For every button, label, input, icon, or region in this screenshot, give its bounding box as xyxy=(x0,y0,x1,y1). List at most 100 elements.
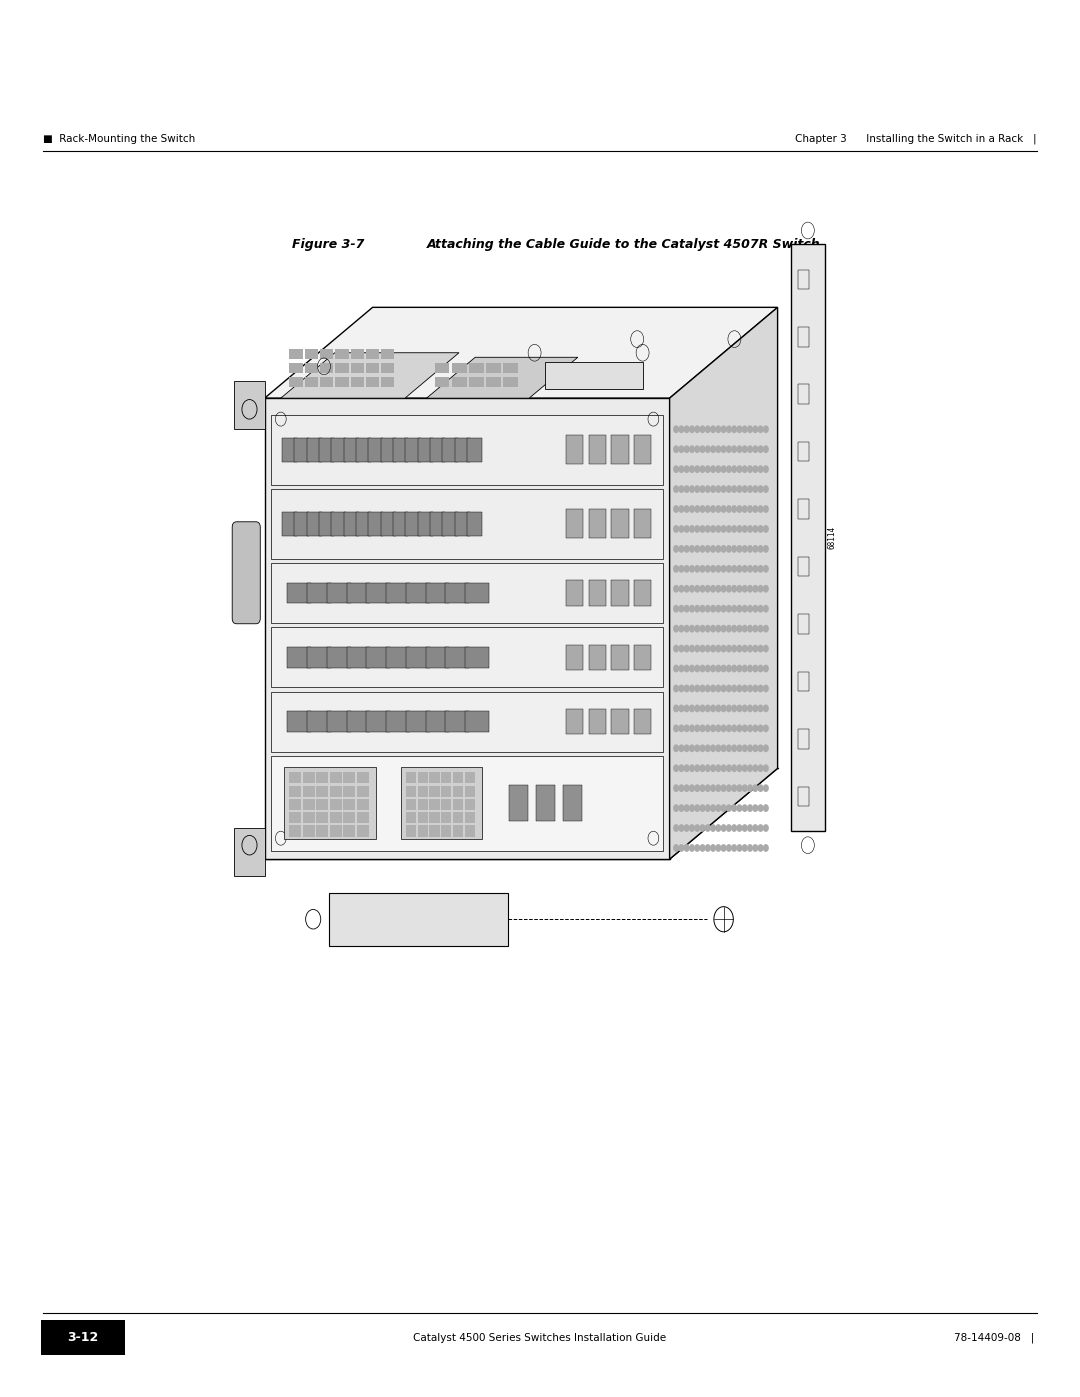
Bar xyxy=(470,377,484,387)
Circle shape xyxy=(700,485,705,493)
Bar xyxy=(303,773,314,784)
Circle shape xyxy=(700,624,705,633)
Bar xyxy=(330,812,341,823)
Circle shape xyxy=(689,824,694,833)
Circle shape xyxy=(757,624,764,633)
Bar xyxy=(634,510,651,538)
Circle shape xyxy=(715,824,721,833)
Circle shape xyxy=(705,725,711,732)
Bar xyxy=(798,384,809,404)
Circle shape xyxy=(678,465,685,474)
Circle shape xyxy=(742,485,747,493)
Circle shape xyxy=(757,605,764,613)
Circle shape xyxy=(705,465,711,474)
Circle shape xyxy=(762,805,769,812)
Circle shape xyxy=(700,805,705,812)
Circle shape xyxy=(689,465,694,474)
Circle shape xyxy=(737,446,742,453)
Bar xyxy=(441,773,451,784)
Circle shape xyxy=(720,805,727,812)
Circle shape xyxy=(684,784,690,792)
Circle shape xyxy=(710,446,716,453)
Circle shape xyxy=(715,704,721,712)
Bar xyxy=(330,826,341,837)
Circle shape xyxy=(757,784,764,792)
Circle shape xyxy=(742,624,747,633)
Bar xyxy=(327,711,351,732)
Circle shape xyxy=(705,605,711,613)
Circle shape xyxy=(678,764,685,773)
Bar xyxy=(418,812,428,823)
Circle shape xyxy=(747,564,753,573)
Bar xyxy=(634,436,651,464)
Bar xyxy=(343,826,355,837)
Circle shape xyxy=(731,446,738,453)
Circle shape xyxy=(684,824,690,833)
Circle shape xyxy=(705,644,711,652)
Bar xyxy=(271,563,663,623)
Circle shape xyxy=(753,624,758,633)
Bar xyxy=(316,799,328,810)
Bar xyxy=(303,826,314,837)
Bar xyxy=(305,377,319,387)
Text: Chapter 3      Installing the Switch in a Rack   |: Chapter 3 Installing the Switch in a Rac… xyxy=(795,133,1037,144)
Circle shape xyxy=(705,745,711,752)
Circle shape xyxy=(737,685,742,693)
Circle shape xyxy=(689,564,694,573)
Bar xyxy=(351,349,364,359)
Circle shape xyxy=(710,644,716,652)
Circle shape xyxy=(720,425,727,433)
Bar xyxy=(289,349,302,359)
Bar xyxy=(332,511,347,536)
Circle shape xyxy=(673,545,679,553)
Bar xyxy=(430,437,445,462)
Bar xyxy=(441,826,451,837)
Circle shape xyxy=(715,485,721,493)
Text: 78-14409-08   |: 78-14409-08 | xyxy=(955,1333,1035,1343)
Circle shape xyxy=(710,425,716,433)
Circle shape xyxy=(762,704,769,712)
Circle shape xyxy=(747,844,753,852)
Circle shape xyxy=(705,446,711,453)
Circle shape xyxy=(731,805,738,812)
Circle shape xyxy=(720,665,727,672)
Circle shape xyxy=(705,585,711,592)
Circle shape xyxy=(705,685,711,693)
Bar xyxy=(468,437,483,462)
Bar xyxy=(798,672,809,692)
Circle shape xyxy=(715,425,721,433)
Circle shape xyxy=(742,605,747,613)
Circle shape xyxy=(762,745,769,752)
Bar xyxy=(303,799,314,810)
Circle shape xyxy=(757,764,764,773)
Circle shape xyxy=(694,545,700,553)
Bar xyxy=(303,785,314,796)
Circle shape xyxy=(694,525,700,532)
Circle shape xyxy=(757,545,764,553)
Bar xyxy=(426,583,449,604)
Circle shape xyxy=(731,844,738,852)
Circle shape xyxy=(678,624,685,633)
Circle shape xyxy=(694,685,700,693)
Circle shape xyxy=(737,485,742,493)
Circle shape xyxy=(726,425,732,433)
Circle shape xyxy=(731,605,738,613)
Circle shape xyxy=(689,685,694,693)
Circle shape xyxy=(689,425,694,433)
Circle shape xyxy=(715,665,721,672)
Bar xyxy=(453,799,463,810)
Circle shape xyxy=(762,465,769,474)
Bar xyxy=(320,377,334,387)
Circle shape xyxy=(762,545,769,553)
Circle shape xyxy=(684,465,690,474)
Circle shape xyxy=(762,844,769,852)
Bar xyxy=(343,785,355,796)
Bar xyxy=(316,773,328,784)
Circle shape xyxy=(726,665,732,672)
Circle shape xyxy=(684,485,690,493)
Circle shape xyxy=(747,784,753,792)
Circle shape xyxy=(753,425,758,433)
Bar xyxy=(327,647,351,668)
Circle shape xyxy=(715,465,721,474)
Circle shape xyxy=(726,704,732,712)
